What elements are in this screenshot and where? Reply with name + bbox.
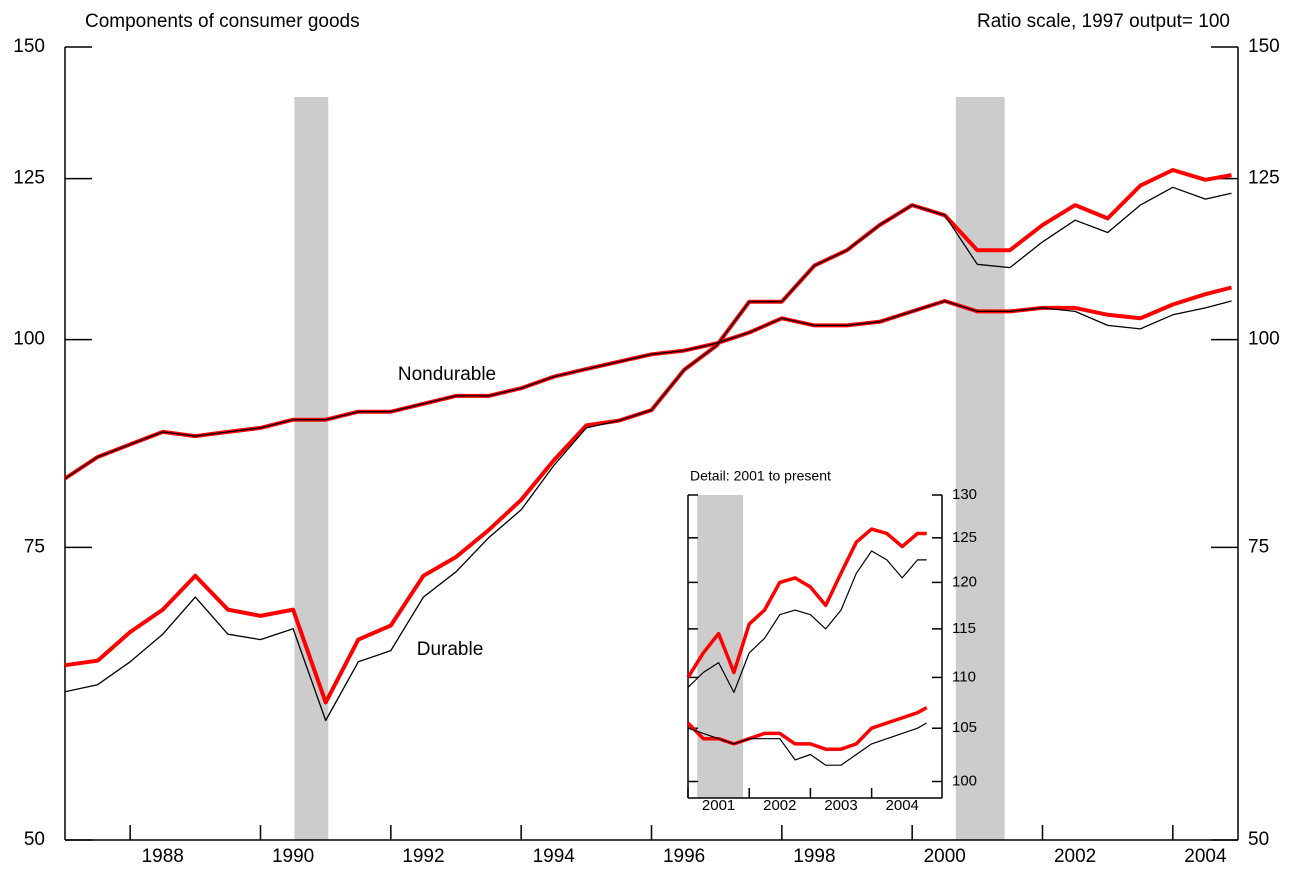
chart-title: Components of consumer goods: [85, 11, 360, 32]
series-line: [64, 168, 1232, 705]
recession-shade: [294, 97, 329, 840]
x-tick-label: 2002: [763, 797, 796, 814]
series-annotation: Durable: [417, 639, 484, 660]
recession-shade: [955, 97, 1005, 840]
y-tick-label: 100: [1248, 329, 1280, 350]
x-tick-label: 2004: [886, 797, 919, 814]
x-tick-label: 1988: [142, 846, 184, 867]
y-tick-label: 150: [1248, 36, 1280, 57]
chart-subtitle: Ratio scale, 1997 output= 100: [977, 11, 1230, 32]
x-tick-label: 2002: [1054, 846, 1096, 867]
chart-title: Detail: 2001 to present: [690, 468, 831, 484]
x-tick-label: 1996: [663, 846, 705, 867]
series-line: [687, 550, 927, 693]
series-line: [687, 722, 927, 766]
y-tick-label: 105: [952, 719, 977, 736]
x-tick-label: 2000: [924, 846, 966, 867]
series-line: [686, 527, 927, 679]
y-tick-label: 100: [13, 329, 45, 350]
y-tick-label: 50: [24, 829, 45, 850]
series-line: [64, 300, 1232, 480]
y-tick-label: 125: [952, 529, 977, 546]
y-tick-label: 75: [1248, 536, 1269, 557]
x-tick-label: 2001: [702, 797, 735, 814]
recession-shade: [697, 495, 744, 798]
y-tick-label: 125: [1248, 168, 1280, 189]
x-tick-label: 1994: [533, 846, 576, 867]
series-line: [63, 285, 1232, 481]
series-annotation: Nondurable: [398, 364, 496, 385]
y-tick-label: 125: [13, 168, 45, 189]
y-tick-label: 150: [13, 36, 45, 57]
y-tick-label: 100: [952, 772, 977, 789]
y-tick-label: 120: [952, 573, 977, 590]
x-tick-label: 1998: [793, 846, 835, 867]
y-tick-label: 115: [952, 620, 976, 637]
x-tick-label: 2004: [1184, 846, 1227, 867]
y-tick-label: 75: [24, 536, 45, 557]
y-tick-label: 130: [952, 486, 977, 503]
series-line: [64, 186, 1232, 722]
y-tick-label: 110: [952, 668, 976, 685]
x-tick-label: 2003: [824, 797, 857, 814]
x-tick-label: 1992: [402, 846, 444, 867]
x-tick-label: 1990: [272, 846, 314, 867]
y-tick-label: 50: [1248, 829, 1269, 850]
